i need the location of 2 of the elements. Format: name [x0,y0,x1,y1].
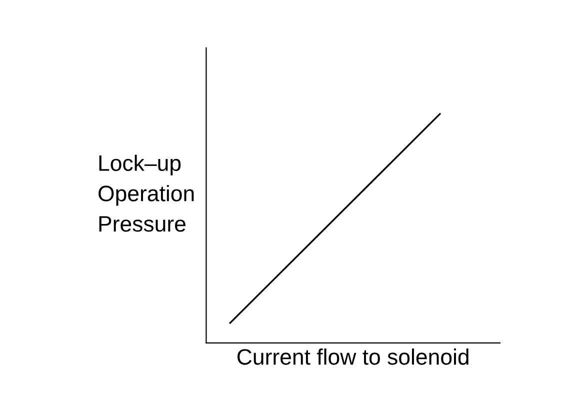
x-axis-title: Current flow to solenoid [238,348,468,365]
y-axis-title: Lock–up Operation Pressure [98,154,194,232]
